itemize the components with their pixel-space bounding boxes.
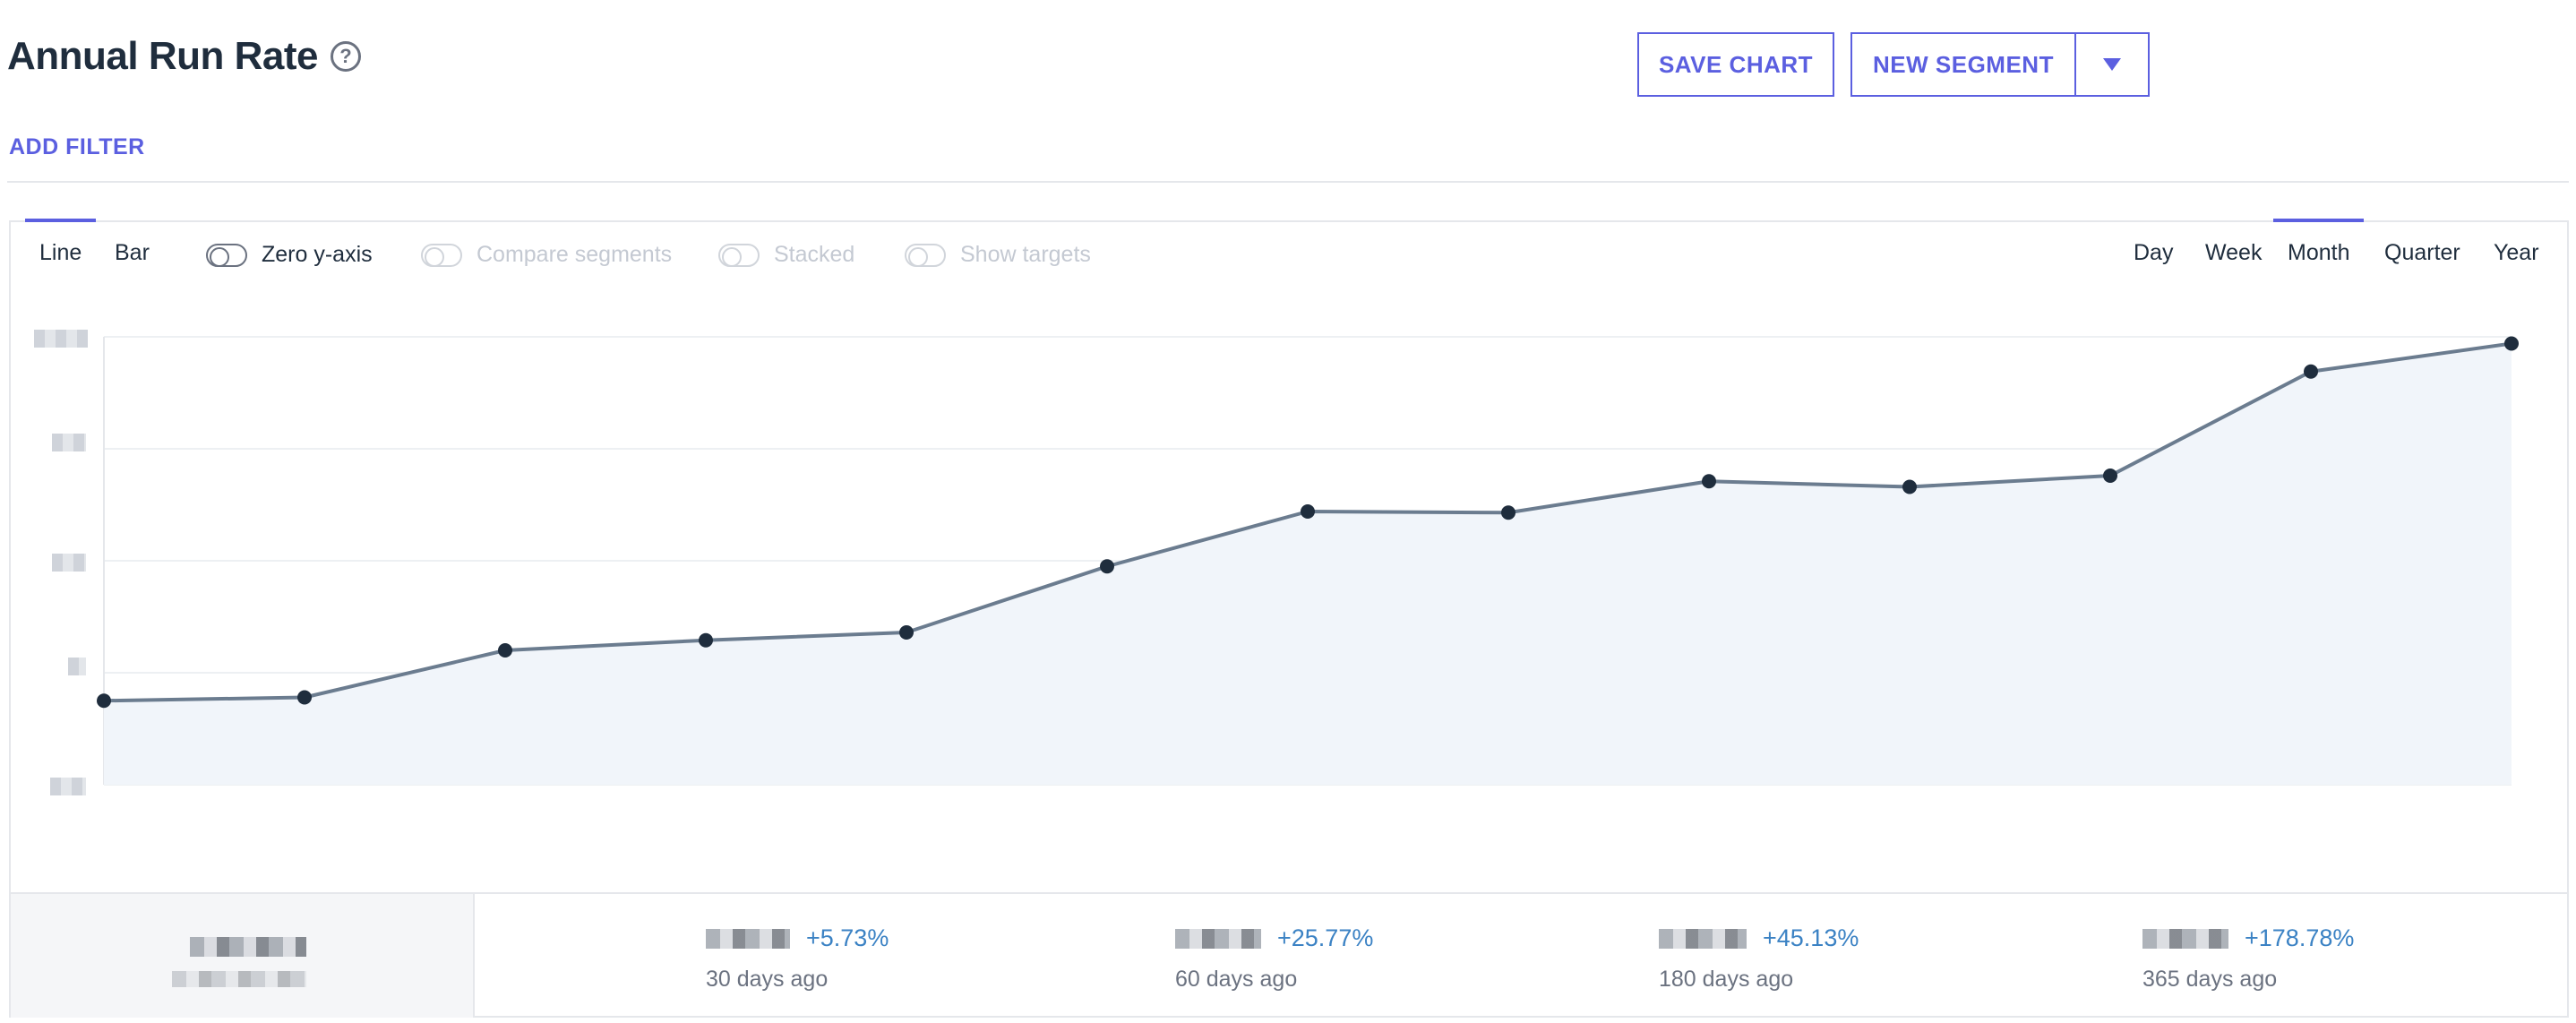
page-title-group: Annual Run Rate ? [7,34,361,79]
value-redacted [2142,928,2228,949]
chart-panel [9,220,2569,1018]
toggle-switch-icon [905,243,946,267]
period-month[interactable]: Month [2272,219,2366,265]
toggle-switch-icon [718,243,760,267]
stat-label: 365 days ago [2142,967,2278,992]
stat-change: +25.77% [1277,924,1374,951]
stat-change: +178.78% [2245,924,2355,951]
stat-label: 30 days ago [706,967,829,992]
show-targets-toggle[interactable]: Show targets [905,242,1091,268]
stat-365-days: +178.78% 365 days ago [2142,924,2354,993]
stacked-toggle[interactable]: Stacked [718,242,854,268]
tab-bar[interactable]: Bar [115,240,150,265]
stat-label: 60 days ago [1175,967,1298,992]
new-segment-button[interactable]: NEW SEGMENT [1850,32,2076,97]
tab-line[interactable]: Line [24,219,97,265]
zero-y-axis-toggle[interactable]: Zero y-axis [206,242,373,268]
stat-180-days: +45.13% 180 days ago [1659,924,1859,993]
y-tick-label-redacted [34,330,88,348]
add-filter-link[interactable]: ADD FILTER [9,134,145,159]
toggle-switch-icon [206,243,247,267]
y-tick-label-redacted [52,434,86,451]
stats-bar: +5.73% 30 days ago +25.77% 60 days ago +… [11,892,2567,1018]
compare-segments-toggle[interactable]: Compare segments [421,242,672,268]
stat-30-days: +5.73% 30 days ago [706,924,889,993]
y-tick-label-redacted [68,658,86,675]
new-segment-dropdown-button[interactable] [2074,32,2150,97]
stat-60-days: +25.77% 60 days ago [1175,924,1373,993]
period-day[interactable]: Day [2134,240,2174,265]
period-week[interactable]: Week [2205,240,2263,265]
current-value-redacted [190,937,306,957]
toggle-label: Show targets [960,242,1091,267]
page-title: Annual Run Rate [7,34,318,78]
save-chart-button[interactable]: SAVE CHART [1637,32,1834,97]
toggle-label: Stacked [774,242,855,267]
y-tick-label-redacted [52,554,86,572]
stat-change: +45.13% [1763,924,1859,951]
toggle-label: Zero y-axis [262,242,373,267]
y-tick-label-redacted [50,778,86,795]
caret-down-icon [2103,58,2121,71]
help-icon[interactable]: ? [330,41,361,72]
divider [7,181,2569,183]
toggle-label: Compare segments [477,242,673,267]
period-quarter[interactable]: Quarter [2384,240,2460,265]
current-date-redacted [172,971,306,987]
value-redacted [1659,928,1747,949]
period-year[interactable]: Year [2494,240,2539,265]
stat-change: +5.73% [806,924,889,951]
value-redacted [1175,928,1261,949]
value-redacted [706,928,790,949]
stat-label: 180 days ago [1659,967,1794,992]
current-value-cell [11,894,475,1018]
toggle-switch-icon [421,243,462,267]
